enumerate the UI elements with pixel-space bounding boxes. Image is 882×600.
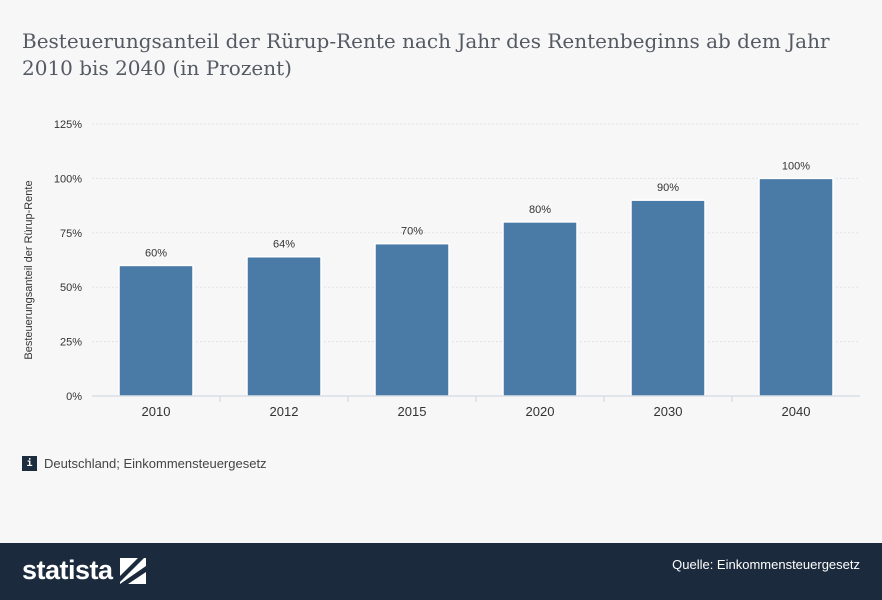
bar-chart: 0%25%50%75%100%125% 60%64%70%80%90%100% … [23, 119, 860, 419]
bars [118, 177, 834, 397]
bar [374, 242, 450, 397]
data-label: 70% [401, 226, 423, 238]
source-note: i Deutschland; Einkommensteuergesetz [22, 456, 267, 471]
bar [630, 199, 706, 397]
x-tick-label: 2015 [398, 404, 427, 419]
x-tick-label: 2030 [654, 404, 683, 419]
y-tick-label: 50% [60, 282, 82, 294]
data-labels: 60% 64% 70% 80% 90% 100% [145, 160, 810, 259]
x-axis-ticks: 2010 2012 2015 2020 2030 2040 [142, 396, 811, 419]
y-tick-label: 25% [60, 337, 82, 349]
footer: statista Quelle: Einkommensteuergesetz [0, 543, 882, 600]
data-label: 90% [657, 182, 679, 194]
note-text: Deutschland; Einkommensteuergesetz [44, 456, 267, 471]
data-label: 64% [273, 239, 295, 251]
gridlines [92, 123, 860, 343]
y-tick-label: 0% [66, 391, 82, 403]
y-tick-label: 125% [54, 119, 82, 131]
data-label: 80% [529, 204, 551, 216]
logo-text: statista [22, 555, 113, 585]
bar [118, 264, 194, 397]
y-tick-label: 75% [60, 228, 82, 240]
info-icon[interactable]: i [22, 456, 37, 471]
y-axis-ticks: 0% 25% 50% 75% 100% 125% [54, 119, 82, 403]
statista-logo[interactable]: statista [22, 555, 146, 586]
y-tick-label: 100% [54, 173, 82, 185]
x-tick-label: 2040 [782, 404, 811, 419]
statista-logo-icon [119, 557, 146, 584]
bar [758, 177, 834, 397]
y-axis-label: Besteuerungsanteil der Rürup-Rente [23, 180, 35, 359]
footer-source: Quelle: Einkommensteuergesetz [672, 557, 860, 572]
chart-title: Besteuerungsanteil der Rürup-Rente nach … [22, 29, 830, 80]
data-label: 60% [145, 247, 167, 259]
x-tick-label: 2012 [270, 404, 299, 419]
x-tick-label: 2020 [526, 404, 555, 419]
bar [246, 255, 322, 397]
bar [502, 221, 578, 397]
x-tick-label: 2010 [142, 404, 171, 419]
data-label: 100% [782, 160, 810, 172]
